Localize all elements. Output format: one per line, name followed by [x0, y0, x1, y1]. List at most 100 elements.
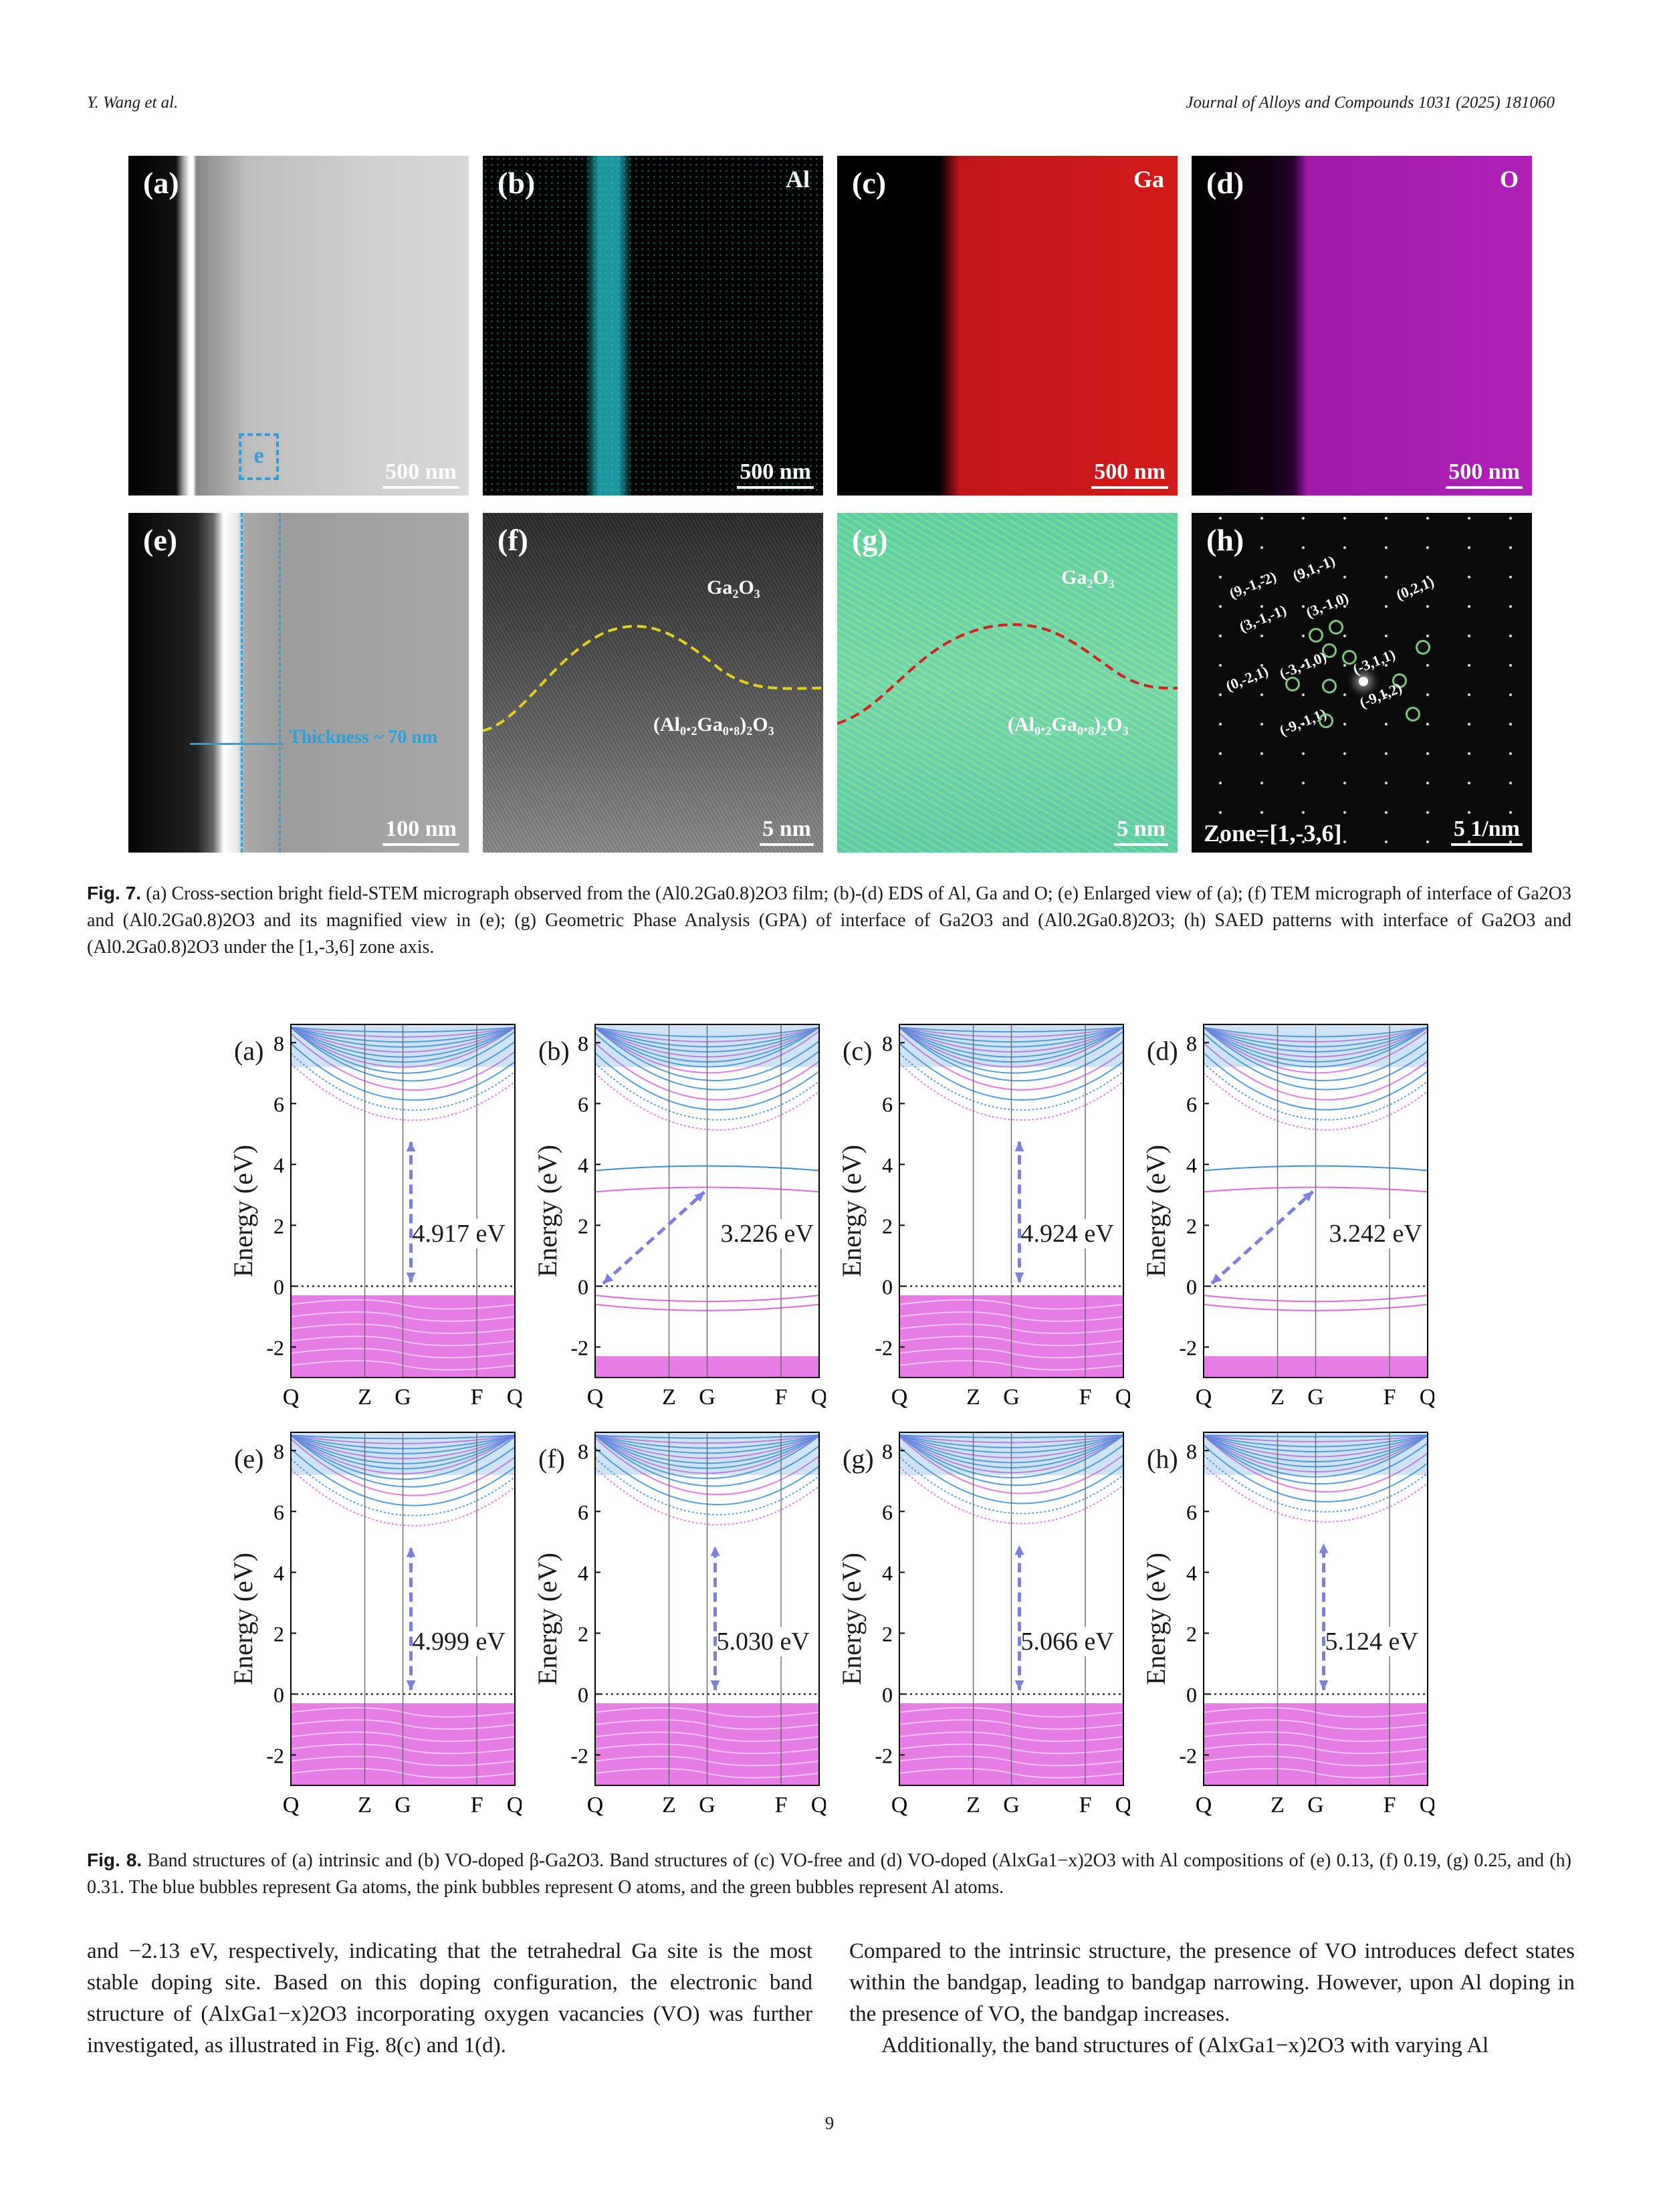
x-tick-label: Z — [358, 1793, 372, 1817]
conduction-band — [594, 1467, 820, 1525]
y-tick-label: 0 — [273, 1682, 284, 1706]
x-tick-label: Q — [1420, 1793, 1434, 1817]
band-structure-plot: 8 6 4 2 0 -2 Q Z G F Q (c) Energy (eV) 4.924 eV — [836, 1016, 1130, 1411]
saed-spot-label: (0,2,1) — [1394, 572, 1437, 604]
saed-spot-circle — [1309, 628, 1323, 643]
running-header-journal: Journal of Alloys and Compounds 1031 (20… — [1186, 94, 1555, 112]
y-tick-label: 2 — [578, 1214, 588, 1238]
element-label: Ga — [1133, 166, 1164, 193]
x-tick-label: F — [1384, 1793, 1396, 1817]
y-tick-label: 2 — [1186, 1214, 1197, 1238]
x-tick-label: Z — [966, 1793, 980, 1817]
y-tick-label: 4 — [578, 1153, 588, 1177]
bandgap-value: 3.242 eV — [1329, 1219, 1422, 1249]
x-tick-label: Z — [1270, 1385, 1285, 1410]
panel-h-saed: (h) (9,-1,-2) (9,1,-1) (3,-1,-1) (3,-1,0) (0… — [1192, 513, 1532, 853]
scale-bar: 500 nm — [1091, 459, 1168, 489]
y-axis-label: Energy (eV) — [837, 1552, 867, 1685]
panel-label: (g) — [843, 1444, 874, 1474]
x-tick-label: Q — [587, 1385, 604, 1410]
x-tick-label: F — [775, 1793, 788, 1817]
caption-label: Fig. 8. — [87, 1850, 142, 1870]
gap-arrow-head — [1319, 1543, 1329, 1553]
x-tick-label: Q — [507, 1793, 522, 1817]
caption-text: (a) Cross-section bright field-STEM micr… — [87, 883, 1571, 958]
y-tick-label: 0 — [1186, 1682, 1197, 1706]
saed-spot-label: (0,-2,1) — [1223, 662, 1271, 695]
panel-label: (a) — [143, 166, 179, 200]
fig7-caption: Fig. 7. (a) Cross-section bright field-S… — [87, 880, 1571, 961]
y-tick-label: 4 — [273, 1153, 284, 1177]
y-tick-label: 2 — [1186, 1622, 1197, 1646]
band-structure-plot: 8 6 4 2 0 -2 Q Z G F Q (b) Energy (eV) 3.226 eV — [532, 1016, 826, 1411]
conduction-band — [899, 1063, 1124, 1121]
gap-arrow — [1210, 1190, 1315, 1285]
panel-e-enlarged: (e) Thickness ~ 70 nm 100 nm — [128, 513, 469, 853]
conduction-band — [899, 1466, 1124, 1525]
saed-spot-circle — [1416, 640, 1430, 655]
x-tick-label: G — [1307, 1385, 1324, 1410]
saed-spot-circle — [1406, 707, 1420, 722]
plot-frame — [290, 1432, 516, 1786]
x-tick-label: G — [1003, 1793, 1020, 1817]
y-tick-label: 0 — [882, 1275, 893, 1299]
page-number: 9 — [824, 2113, 835, 2133]
panel-label: (d) — [1147, 1036, 1178, 1066]
conduction-band — [290, 1063, 516, 1121]
band-structure-plot: 8 6 4 2 0 -2 Q Z G F Q (e) Energy (eV) 4.999 eV — [227, 1424, 522, 1819]
x-tick-label: Z — [966, 1385, 980, 1410]
scale-bar: 5 1/nm — [1450, 816, 1523, 846]
panel-d-eds-o: (d) O 500 nm — [1192, 156, 1532, 495]
y-tick-label: 4 — [1186, 1561, 1197, 1585]
scale-bar: 500 nm — [1446, 459, 1523, 489]
panel-label: (e) — [234, 1444, 264, 1474]
y-tick-label: 4 — [1186, 1153, 1197, 1177]
y-tick-label: -2 — [570, 1335, 588, 1359]
phase-label-top: Ga₂O₃ — [707, 576, 760, 598]
panel-f-tem: (f) Ga₂O₃ (Al₀.₂Ga₀.₈)₂O₃ 5 nm — [483, 513, 823, 853]
gap-arrow-head — [406, 1547, 416, 1557]
caption-text: Band structures of (a) intrinsic and (b)… — [87, 1850, 1571, 1898]
y-tick-label: -2 — [875, 1335, 893, 1359]
x-tick-label: Q — [507, 1385, 522, 1410]
x-tick-label: F — [1079, 1793, 1092, 1817]
gap-arrow-head — [603, 1273, 614, 1284]
bandgap-value: 5.066 eV — [1020, 1627, 1114, 1657]
y-tick-label: 0 — [578, 1275, 588, 1299]
paragraph: Additionally, the band structures of (Al… — [881, 2033, 1489, 2058]
interface-dashed-line — [241, 513, 243, 853]
y-tick-label: 2 — [882, 1214, 893, 1238]
saed-spot-circle — [1322, 679, 1337, 693]
y-tick-label: 4 — [578, 1561, 588, 1585]
y-tick-label: -2 — [266, 1743, 284, 1767]
thickness-dashed-line — [279, 513, 281, 853]
conduction-band — [1203, 1063, 1428, 1121]
y-tick-label: -2 — [266, 1335, 284, 1359]
gap-arrow-head — [1212, 1273, 1222, 1284]
y-tick-label: 4 — [882, 1561, 893, 1585]
scale-bar: 500 nm — [737, 459, 814, 489]
y-axis-label: Energy (eV) — [228, 1552, 258, 1685]
x-tick-label: Q — [891, 1385, 908, 1410]
y-tick-label: 6 — [578, 1092, 588, 1116]
panel-b-eds-al: (b) Al 500 nm — [483, 156, 823, 495]
scale-bar: 100 nm — [382, 816, 459, 846]
y-tick-label: 8 — [273, 1439, 284, 1463]
panel-label: (f) — [497, 523, 528, 557]
bandgap-value: 5.030 eV — [716, 1627, 810, 1657]
y-tick-label: 6 — [273, 1500, 284, 1524]
panel-g-gpa: (g) Ga₂O₃ (Al₀.₂Ga₀.₈)₂O₃ 5 nm — [837, 513, 1178, 853]
panel-label: (c) — [843, 1036, 873, 1066]
x-tick-label: Q — [811, 1793, 826, 1817]
y-tick-label: 8 — [578, 1031, 588, 1055]
y-tick-label: -2 — [875, 1743, 893, 1767]
thickness-label: Thickness ~ 70 nm — [289, 727, 438, 748]
gap-arrow-head — [710, 1546, 720, 1556]
panel-a-stem: (a) e 500 nm — [128, 156, 469, 495]
panel-label: (e) — [143, 523, 178, 557]
